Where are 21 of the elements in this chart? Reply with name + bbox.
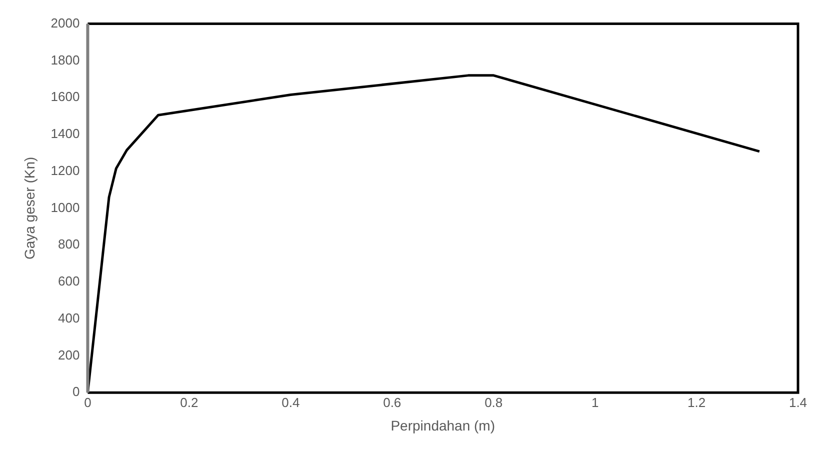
x-tick-label: 0 (84, 394, 92, 410)
y-tick-label: 1000 (50, 200, 80, 215)
y-tick-label: 800 (58, 236, 80, 252)
y-tick-label: 1400 (50, 126, 80, 142)
y-tick-label: 1600 (50, 89, 80, 104)
x-tick-label: 1 (591, 394, 599, 410)
y-tick-label: 200 (58, 347, 80, 362)
y-tick-label: 400 (58, 310, 80, 326)
y-tick-label: 1800 (50, 52, 80, 68)
y-tick-label: 600 (58, 274, 80, 289)
x-tick-label: 0.4 (282, 394, 300, 410)
y-tick-label: 0 (72, 384, 80, 400)
x-tick-label: 0.8 (484, 394, 503, 410)
x-tick-label: 0.6 (383, 394, 402, 410)
x-tick-label: 1.4 (788, 394, 808, 410)
x-axis-title: Perpindahan (m) (390, 417, 495, 434)
y-tick-label: 1200 (50, 162, 80, 178)
x-tick-label: 0.2 (180, 394, 198, 410)
y-tick-label: 2000 (50, 15, 80, 30)
x-tick-label: 1.2 (687, 394, 706, 410)
y-axis-title: Gaya geser (Kn) (21, 156, 38, 260)
